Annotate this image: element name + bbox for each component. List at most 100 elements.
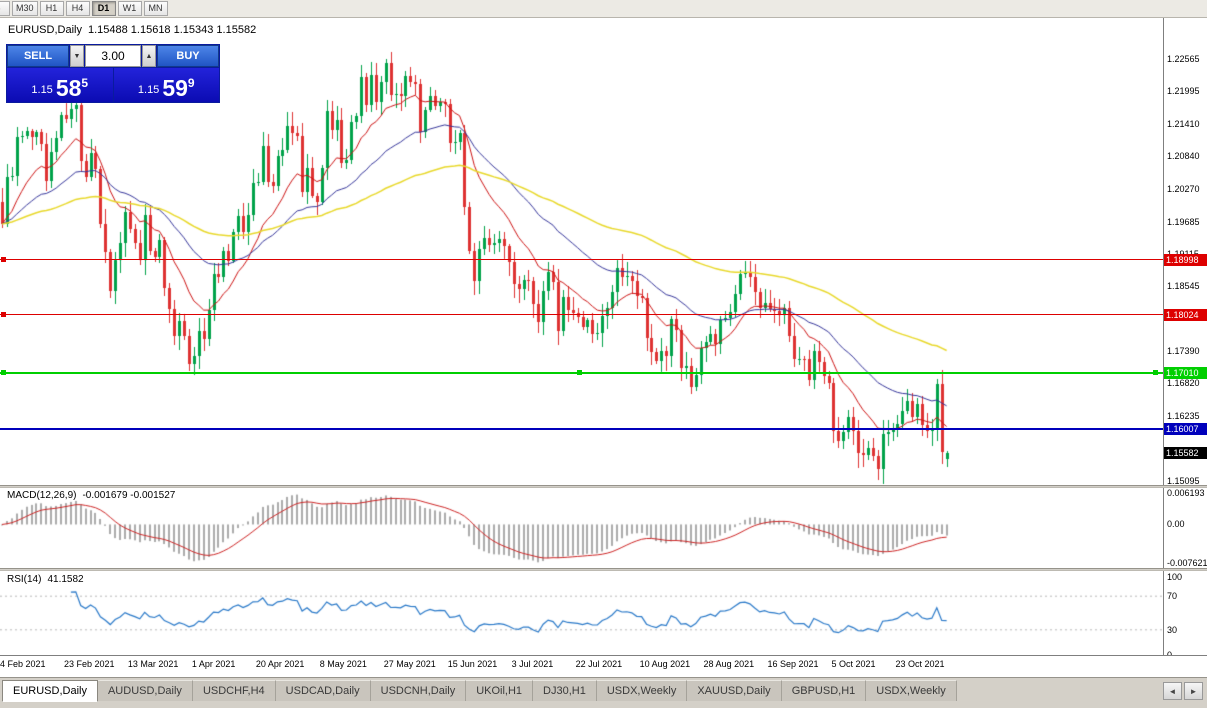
panel-splitter-rsi[interactable] [0, 568, 1207, 571]
time-axis-label: 4 Feb 2021 [0, 659, 46, 669]
timeframe-button-5[interactable]: 5 [0, 1, 10, 16]
panel-splitter-macd[interactable] [0, 485, 1207, 488]
chart-tab-usdx-weekly[interactable]: USDX,Weekly [596, 680, 688, 701]
chart-tab-usdchf-h4[interactable]: USDCHF,H4 [192, 680, 276, 701]
time-axis-label: 23 Oct 2021 [895, 659, 945, 669]
chart-tabs: EURUSD,Daily AUDUSD,Daily USDCHF,H4 USDCAD,… [2, 680, 957, 702]
time-axis-label: 16 Sep 2021 [767, 659, 819, 669]
time-axis-label: 20 Apr 2021 [255, 659, 305, 669]
rsi-axis-tick: 100 [1167, 572, 1183, 582]
rsi-indicator-label: RSI(14) 41.1582 [7, 574, 84, 585]
buy-price-big: 59 [162, 75, 188, 101]
time-axis-label: 8 May 2021 [319, 659, 367, 669]
hline-handle[interactable] [1, 369, 6, 375]
volume-decrease-button[interactable]: ▼ [70, 45, 84, 67]
macd-indicator-label: MACD(12,26,9) -0.001679 -0.001527 [7, 490, 175, 501]
chart-symbol-period: EURUSD,Daily [8, 24, 82, 36]
time-axis-label: 28 Aug 2021 [703, 659, 755, 669]
time-axis-label: 5 Oct 2021 [831, 659, 876, 669]
time-axis-label: 23 Feb 2021 [63, 659, 115, 669]
price-line-label: 1.17010 [1164, 366, 1207, 379]
tabs-scroll-right-button[interactable]: ► [1184, 682, 1203, 700]
price-axis-tick: 1.16820 [1167, 378, 1200, 389]
buy-price-prefix: 1.15 [137, 84, 160, 96]
chart-tab-usdcnh-daily[interactable]: USDCNH,Daily [370, 680, 467, 701]
hline-handle[interactable] [577, 369, 582, 375]
timeframe-button-h1[interactable]: H1 [39, 1, 64, 16]
current-price-label: 1.15582 [1164, 447, 1207, 460]
sell-price-big: 58 [55, 75, 82, 101]
hline-handle[interactable] [1153, 369, 1158, 375]
timeframe-button-h4[interactable]: H4 [65, 1, 90, 16]
price-line-label: 1.18024 [1164, 309, 1207, 322]
macd-name: MACD(12,26,9) [7, 490, 77, 501]
one-click-trade-panel: SELL ▼ 3.00 ▲ BUY 1.15 58 5 1.15 59 9 [6, 44, 220, 103]
hline-1.17010[interactable] [0, 369, 1163, 375]
timeframe-toolbar: 5M30H1H4D1W1MN [0, 0, 1207, 18]
chart-tab-eurusd-daily[interactable]: EURUSD,Daily [2, 680, 98, 702]
price-axis-tick: 1.18545 [1167, 280, 1200, 291]
hline-1.16007[interactable] [0, 428, 1163, 431]
volume-input[interactable]: 3.00 [85, 45, 141, 67]
buy-price-display: 1.15 59 9 [113, 68, 219, 102]
arrow-left-icon: ◄ [1168, 686, 1177, 696]
chart-tab-bar: EURUSD,Daily AUDUSD,Daily USDCHF,H4 USDCAD,… [0, 677, 1207, 708]
price-axis-tick: 1.17390 [1167, 346, 1200, 357]
hline-handle[interactable] [1, 257, 6, 263]
caret-up-icon: ▲ [145, 52, 153, 60]
chart-tab-dj30-h1[interactable]: DJ30,H1 [533, 680, 597, 701]
price-axis[interactable] [1163, 18, 1207, 657]
timeframe-button-m30[interactable]: M30 [12, 1, 38, 16]
timeframe-button-d1[interactable]: D1 [91, 1, 116, 16]
rsi-name: RSI(14) [7, 574, 42, 585]
price-axis-tick: 1.21410 [1167, 119, 1200, 130]
time-axis-label: 1 Apr 2021 [191, 659, 236, 669]
time-axis-label: 22 Jul 2021 [575, 659, 623, 669]
arrow-right-icon: ► [1189, 686, 1198, 696]
price-axis-tick: 1.20840 [1167, 151, 1200, 162]
time-axis-label: 27 May 2021 [383, 659, 436, 669]
rsi-value: 41.1582 [47, 574, 84, 585]
chart-canvas[interactable] [0, 18, 1163, 657]
time-axis-label: 15 Jun 2021 [447, 659, 498, 669]
rsi-axis-tick: 70 [1167, 591, 1178, 602]
tabs-scroll-left-button[interactable]: ◄ [1163, 682, 1182, 700]
caret-down-icon: ▼ [73, 52, 81, 60]
macd-values: -0.001679 -0.001527 [82, 490, 176, 501]
chart-ohlc-values: 1.15488 1.15618 1.15343 1.15582 [87, 24, 257, 36]
macd-axis-tick: -0.007621 [1167, 558, 1207, 569]
rsi-axis-tick: 30 [1167, 624, 1178, 635]
buy-button[interactable]: BUY [157, 45, 219, 67]
time-axis[interactable] [0, 655, 1207, 677]
timeframe-button-w1[interactable]: W1 [117, 1, 142, 16]
chart-tab-xauusd-daily[interactable]: XAUUSD,Daily [687, 680, 782, 701]
chart-tab-gbpusd-h1[interactable]: GBPUSD,H1 [781, 680, 867, 701]
macd-axis-tick: 0.006193 [1167, 488, 1205, 499]
chart-tab-audusd-daily[interactable]: AUDUSD,Daily [97, 680, 193, 701]
time-axis-label: 13 Mar 2021 [127, 659, 179, 669]
price-axis-tick: 1.21995 [1167, 86, 1200, 97]
chart-title: EURUSD,Daily 1.15488 1.15618 1.15343 1.15… [8, 24, 256, 36]
hline-1.18998[interactable] [0, 257, 1163, 263]
price-axis-tick: 1.19685 [1167, 216, 1200, 227]
chart-tab-usdcad-daily[interactable]: USDCAD,Daily [275, 680, 371, 701]
sell-price-pip: 5 [81, 76, 89, 90]
tabs-scroll-controls: ◄ ► [1163, 682, 1203, 700]
time-axis-label: 10 Aug 2021 [639, 659, 691, 669]
price-axis-tick: 1.16235 [1167, 411, 1200, 422]
hline-1.18024[interactable] [0, 312, 1163, 318]
macd-axis-tick: 0.00 [1167, 519, 1185, 530]
timeframe-button-mn[interactable]: MN [143, 1, 168, 16]
hline-handle[interactable] [1, 312, 6, 318]
sell-price-prefix: 1.15 [31, 84, 53, 96]
chart-tab-ukoil-h1[interactable]: UKOil,H1 [466, 680, 534, 701]
chart-tab-usdx-weekly[interactable]: USDX,Weekly [866, 680, 957, 701]
buy-price-pip: 9 [187, 76, 195, 90]
price-axis-tick: 1.22565 [1167, 53, 1200, 64]
price-axis-tick: 1.19115 [1167, 249, 1199, 259]
volume-increase-button[interactable]: ▲ [142, 45, 156, 67]
price-line-label: 1.18998 [1164, 254, 1207, 267]
sell-button[interactable]: SELL [7, 45, 69, 67]
price-line-label: 1.16007 [1164, 423, 1207, 436]
time-axis-label: 3 Jul 2021 [511, 659, 554, 669]
